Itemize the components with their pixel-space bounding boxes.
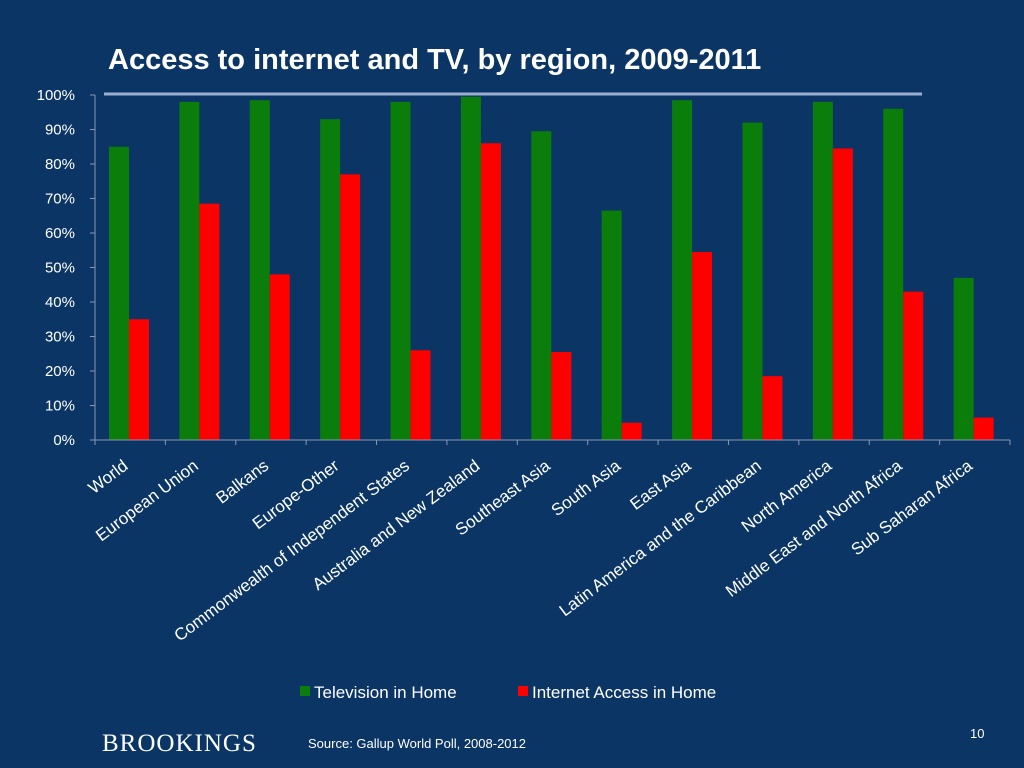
bar-internet [480, 143, 501, 441]
bar-internet [973, 417, 994, 440]
bar-television [179, 101, 200, 441]
legend-swatch [518, 686, 528, 696]
x-category-label: Balkans [212, 456, 272, 508]
x-category-label: East Asia [626, 456, 694, 514]
bar-television [672, 100, 693, 441]
bar-television [109, 146, 129, 440]
brookings-logo: BROOKINGS [102, 730, 257, 757]
y-tick-label: 30% [45, 329, 75, 346]
bar-television [742, 122, 763, 440]
slide-title: Access to internet and TV, by region, 20… [108, 44, 762, 76]
bar-internet [340, 174, 361, 440]
bar-internet [762, 376, 783, 440]
bar-internet [551, 352, 572, 440]
legend-swatch [300, 686, 310, 696]
bars [109, 96, 994, 441]
bar-television [390, 101, 411, 441]
y-tick-label: 20% [45, 363, 75, 380]
x-category-label: World [85, 456, 132, 498]
bar-television [812, 101, 833, 441]
legend-label: Television in Home [314, 683, 457, 702]
bar-television [601, 210, 622, 440]
bar-television [883, 108, 904, 441]
bar-internet [903, 291, 924, 440]
x-category-label: Sub Saharan Africa [848, 456, 977, 560]
bar-internet [129, 319, 149, 440]
y-tick-label: 50% [45, 260, 75, 277]
bar-internet [832, 148, 853, 440]
bar-television [953, 277, 974, 440]
source-note: Source: Gallup World Poll, 2008-2012 [308, 736, 526, 751]
y-tick-label: 40% [45, 294, 75, 311]
x-category-label: South Asia [548, 456, 625, 520]
bar-television [249, 100, 270, 441]
bar-internet [269, 274, 290, 440]
y-tick-label: 90% [45, 122, 75, 139]
legend-label: Internet Access in Home [532, 683, 716, 702]
y-tick-label: 100% [37, 87, 75, 104]
bar-internet [410, 350, 431, 440]
y-tick-label: 60% [45, 225, 75, 242]
legend: Television in Home Internet Access in Hom… [300, 683, 716, 702]
y-tick-label: 0% [53, 432, 75, 449]
y-tick-label: 10% [45, 398, 75, 415]
bar-television [460, 96, 481, 440]
bar-internet [621, 422, 642, 440]
y-tick-label: 70% [45, 191, 75, 208]
page-number: 10 [970, 726, 985, 741]
y-axis: 0% 10% 20% 30% 40% 50% 60% 70% 80% 90% 100% [37, 87, 96, 449]
y-tick-label: 80% [45, 156, 75, 173]
bar-internet [199, 203, 220, 440]
bar-internet [692, 251, 713, 440]
bar-television [531, 131, 552, 440]
bar-television [320, 119, 341, 441]
